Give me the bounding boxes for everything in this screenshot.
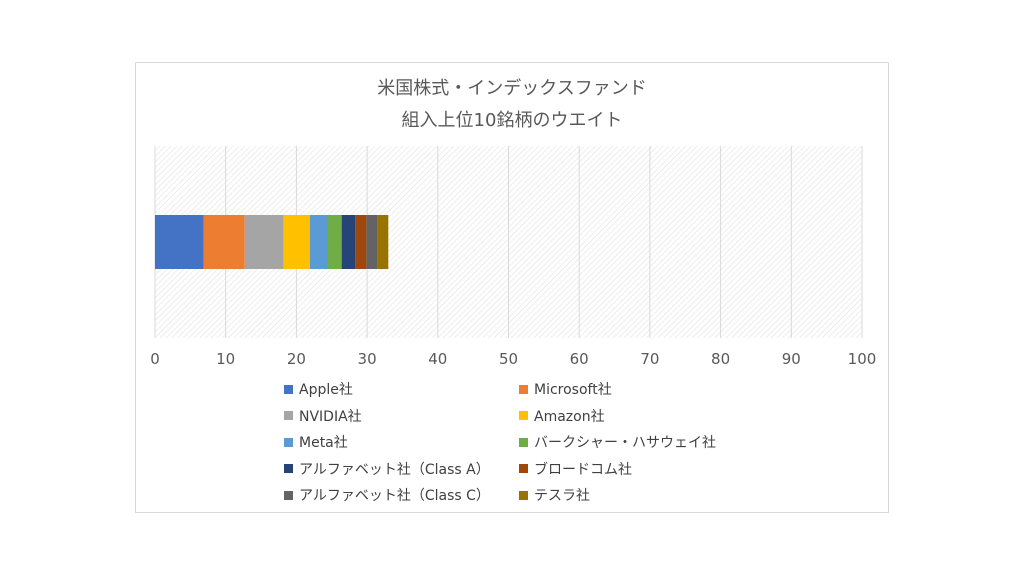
x-tick-label: 50 [498, 350, 519, 368]
bar-segment [244, 215, 284, 269]
legend-item: Microsoft社 [519, 379, 612, 399]
legend-label: Apple社 [299, 382, 353, 398]
bar-segment [309, 215, 328, 269]
x-tick-label: 30 [357, 350, 377, 368]
bar-segment [283, 215, 310, 269]
bar-segment [377, 215, 389, 269]
x-tick-label: 80 [711, 350, 731, 368]
legend-item: NVIDIA社 [284, 406, 362, 426]
bar-segment [355, 215, 367, 269]
bar-segment [155, 215, 204, 269]
x-tick-label: 90 [781, 350, 801, 368]
x-tick-label: 100 [847, 350, 877, 368]
legend-swatch [284, 384, 293, 394]
legend-swatch [519, 384, 528, 394]
legend-item: ブロードコム社 [519, 459, 632, 479]
x-tick-label: 20 [286, 350, 306, 368]
legend-label: NVIDIA社 [299, 408, 362, 425]
legend-swatch [519, 411, 528, 420]
legend-swatch [284, 437, 293, 447]
legend-item: Amazon社 [519, 406, 605, 426]
x-tick-label: 40 [428, 350, 448, 368]
legend-swatch [519, 437, 528, 447]
legend-label: アルファベット社（Class A） [299, 461, 490, 478]
legend-item: アルファベット社（Class C） [284, 485, 490, 505]
x-tick-label: 10 [216, 350, 236, 368]
legend-swatch [519, 490, 528, 500]
bar-segment [327, 215, 342, 269]
legend-label: Microsoft社 [534, 382, 612, 398]
legend-swatch [284, 411, 293, 420]
bar-segment [366, 215, 378, 269]
legend-item: アルファベット社（Class A） [284, 459, 490, 479]
legend-swatch [519, 464, 528, 473]
bar-segment [341, 215, 356, 269]
chart-title-line-1: 米国株式・インデックスファンド [377, 78, 647, 99]
x-tick-label: 70 [640, 350, 660, 368]
x-tick-label: 0 [150, 350, 160, 368]
legend-item: テスラ社 [519, 485, 590, 505]
legend-label: Amazon社 [534, 408, 605, 425]
legend-item: Apple社 [284, 379, 353, 399]
legend-label: Meta社 [299, 435, 348, 451]
legend-swatch [284, 464, 293, 473]
legend-label: バークシャー・ハサウェイ社 [534, 435, 716, 451]
legend-swatch [284, 490, 293, 500]
legend-item: バークシャー・ハサウェイ社 [519, 432, 716, 452]
legend-label: ブロードコム社 [534, 461, 632, 478]
x-tick-label: 60 [569, 350, 589, 368]
legend-item: Meta社 [284, 432, 348, 452]
chart-title-line-2: 組入上位10銘柄のウエイト [401, 110, 623, 131]
bar-segment [203, 215, 245, 269]
legend-label: アルファベット社（Class C） [299, 488, 490, 504]
legend-label: テスラ社 [534, 488, 590, 504]
